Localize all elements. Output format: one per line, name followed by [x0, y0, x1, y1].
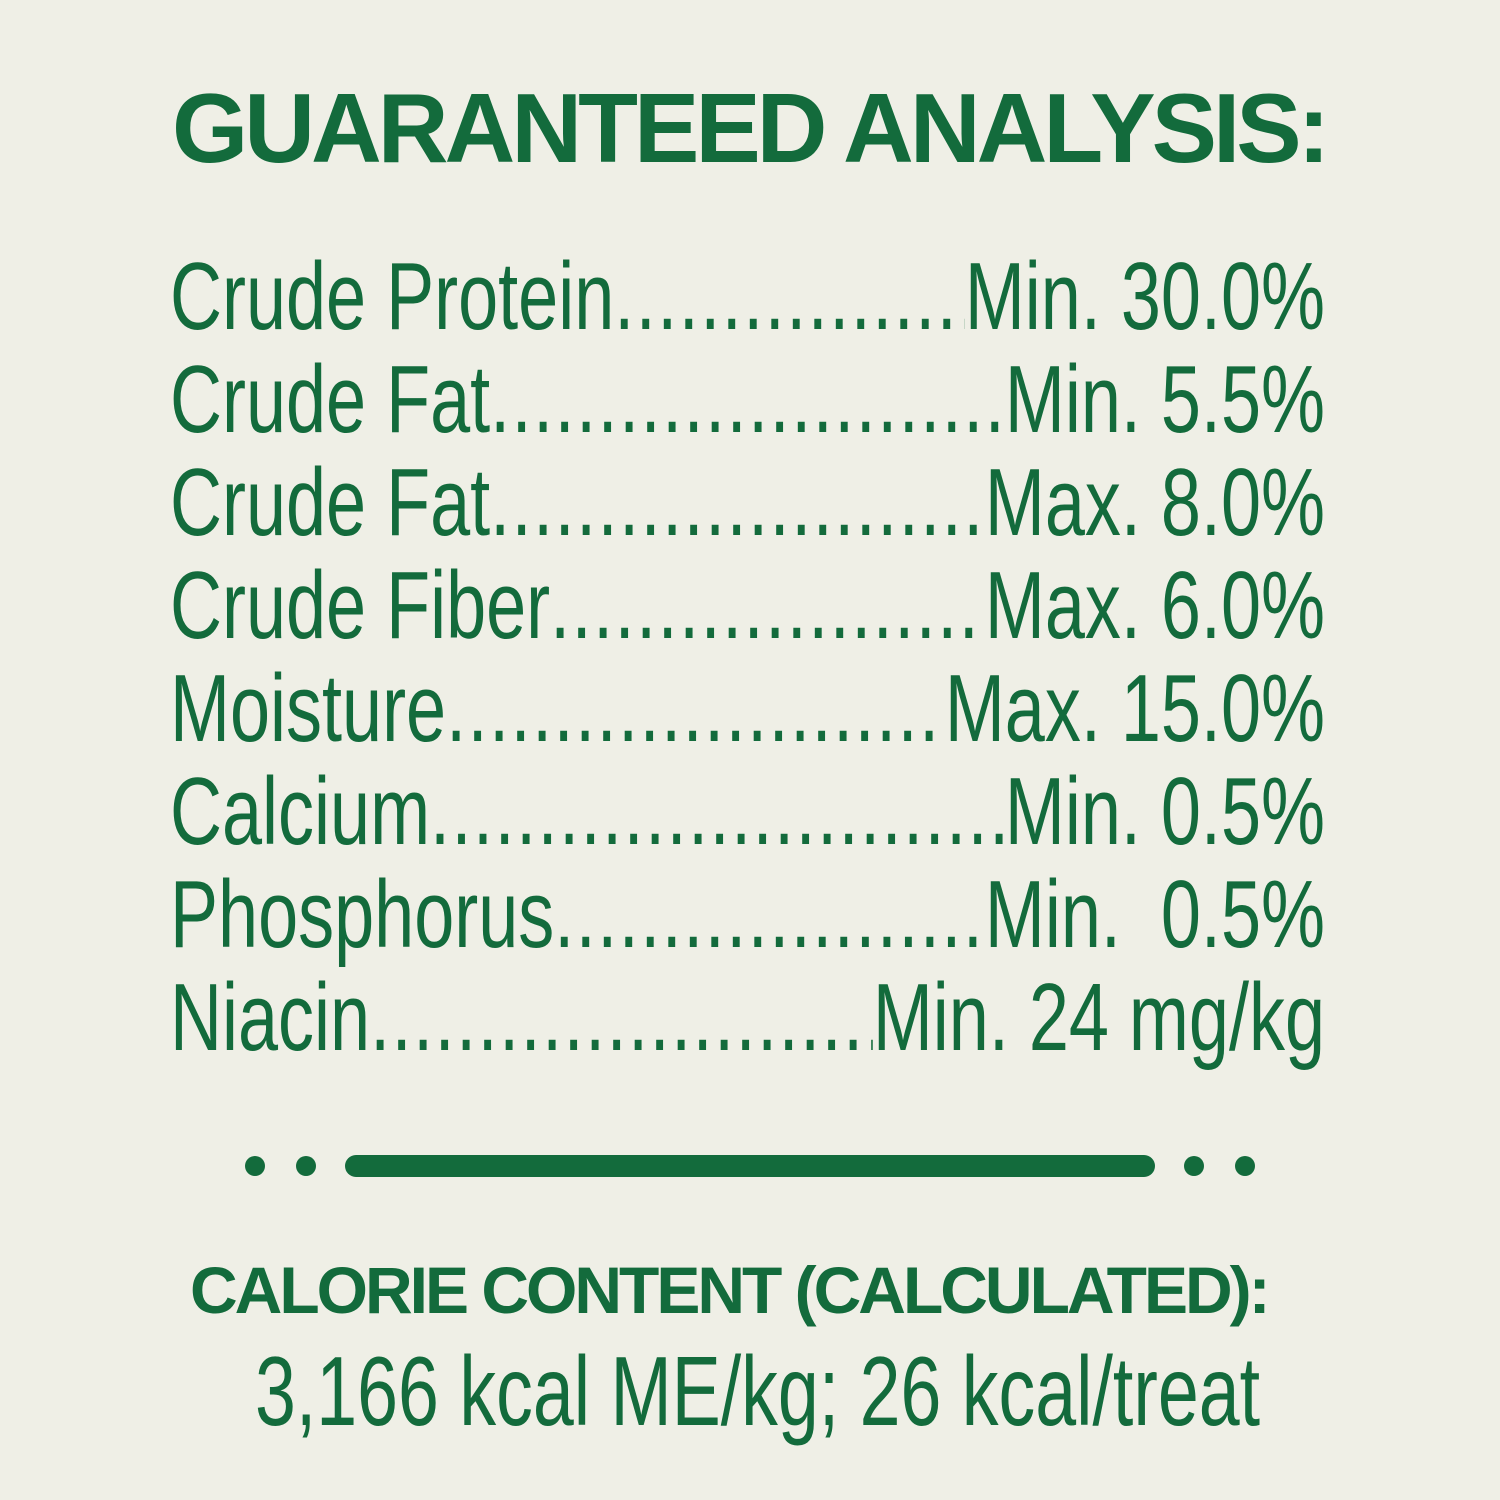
dot-leader	[490, 345, 1005, 455]
analysis-row: Crude Fiber Max. 6.0%	[170, 552, 1325, 659]
analysis-row: Crude Fat Min. 5.5%	[170, 346, 1325, 453]
nutrient-name: Crude Protein	[170, 242, 615, 350]
nutrient-name: Moisture	[170, 654, 447, 762]
nutrient-value: Min. 24 mg/kg	[872, 963, 1325, 1071]
dot-leader	[490, 448, 985, 558]
calorie-value: 3,166 kcal ME/kg; 26 kcal/treat	[255, 1336, 1260, 1446]
decorative-divider	[0, 1155, 1500, 1177]
analysis-row: Calcium Min. 0.5%	[170, 758, 1325, 865]
nutrient-value: Min. 0.5%	[984, 860, 1325, 968]
divider-dot	[296, 1156, 316, 1176]
nutrient-name: Crude Fat	[170, 448, 491, 556]
nutrient-name: Phosphorus	[170, 860, 555, 968]
nutrient-name: Crude Fat	[170, 345, 491, 453]
dot-leader	[370, 963, 873, 1073]
divider-dot	[1235, 1156, 1255, 1176]
divider-dot	[1184, 1156, 1204, 1176]
nutrient-name: Crude Fiber	[170, 551, 551, 659]
nutrient-name: Niacin	[170, 963, 371, 1071]
analysis-row: Crude Fat Max. 8.0%	[170, 449, 1325, 556]
analysis-row: Moisture Max. 15.0%	[170, 655, 1325, 762]
nutrient-value: Min. 5.5%	[1004, 345, 1325, 453]
analysis-row: Niacin Min. 24 mg/kg	[170, 964, 1325, 1071]
dot-leader	[550, 551, 985, 661]
nutrient-value: Max. 6.0%	[984, 551, 1325, 659]
dot-leader	[430, 757, 1005, 867]
analysis-row: Phosphorus Min. 0.5%	[170, 861, 1325, 968]
nutrient-name: Calcium	[170, 757, 431, 865]
analysis-list: Crude Protein Min. 30.0% Crude Fat Min. 5.…	[170, 243, 1500, 1071]
analysis-row: Crude Protein Min. 30.0%	[170, 243, 1325, 350]
nutrient-value: Max. 15.0%	[944, 654, 1325, 762]
dot-leader	[446, 654, 945, 764]
calorie-title: CALORIE CONTENT (CALCULATED):	[190, 1253, 1271, 1327]
divider-line	[345, 1155, 1155, 1177]
nutrient-value: Min. 30.0%	[964, 242, 1325, 350]
divider-dot	[245, 1156, 265, 1176]
dot-leader	[614, 242, 965, 352]
nutrient-value: Min. 0.5%	[1004, 757, 1325, 865]
page-title: GUARANTEED ANALYSIS:	[172, 73, 1330, 183]
dot-leader	[554, 860, 985, 970]
nutrient-value: Max. 8.0%	[984, 448, 1325, 556]
